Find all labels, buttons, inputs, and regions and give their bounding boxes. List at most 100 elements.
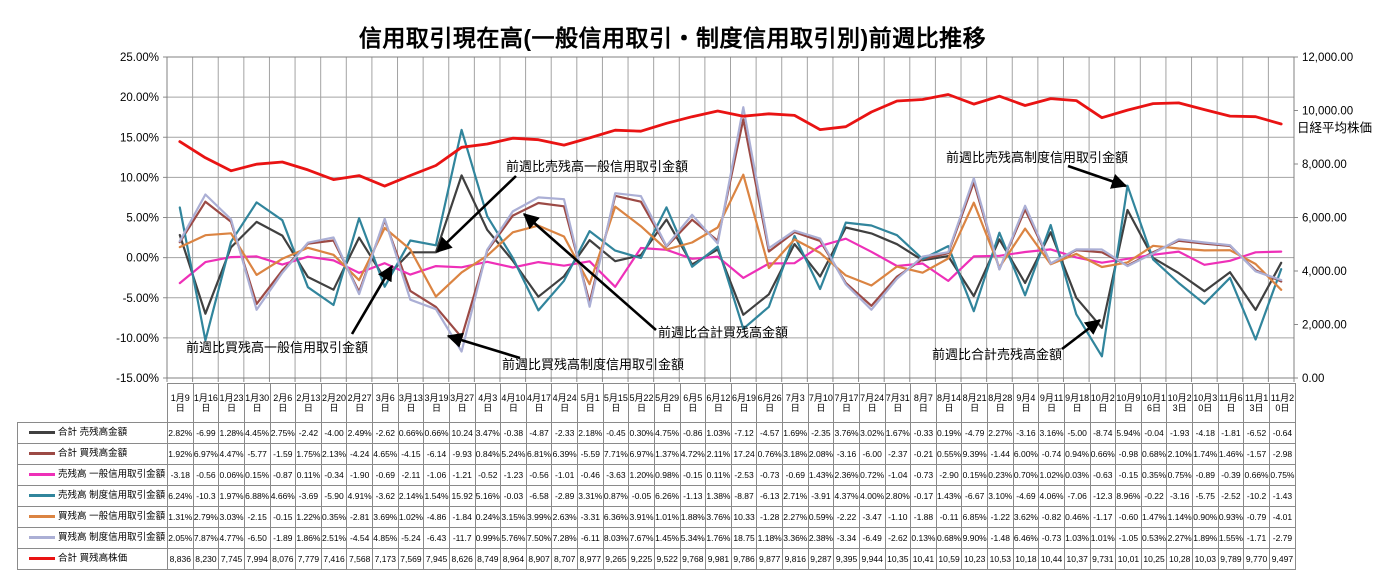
value-cell: 2.05% <box>167 527 194 549</box>
date-header-cell: 5月1日 <box>577 383 604 423</box>
value-cell: 4.75% <box>653 422 681 444</box>
value-cell: -0.33 <box>910 422 937 444</box>
value-cell: -1.13 <box>679 485 707 507</box>
value-cell: 0.70% <box>1012 464 1040 486</box>
value-cell: 7.28% <box>551 527 578 549</box>
value-cell: -2.35 <box>807 422 835 444</box>
value-cell: 10,28 <box>1166 548 1193 570</box>
series-label-text: 合計 売残高金額 <box>58 427 128 438</box>
value-cell: -1.88 <box>910 506 937 528</box>
value-cell: 2.27% <box>987 422 1014 444</box>
value-cell: -6.11 <box>577 527 604 549</box>
value-cell: 1.86% <box>295 527 322 549</box>
value-cell: 0.99% <box>474 527 502 549</box>
value-cell: -1.04 <box>884 464 912 486</box>
value-cell: -5.24 <box>397 527 425 549</box>
series-line-3 <box>178 128 1283 358</box>
value-cell: 0.19% <box>935 422 963 444</box>
value-cell: 7,745 <box>218 548 245 570</box>
value-cell: -2.42 <box>295 422 322 444</box>
annotation-arrow-5 <box>1067 164 1128 189</box>
value-cell: 10.24 <box>448 422 476 444</box>
value-cell: 1.45% <box>653 527 681 549</box>
chart-plot-area: 25.00% 20.00% 15.00% 10.00% 5.00% 0.00% -5.00%… <box>116 52 1353 385</box>
value-cell: 2.11% <box>705 443 732 465</box>
date-header-cell: 9月18日 <box>1063 383 1091 423</box>
value-cell: 2.27% <box>782 506 809 528</box>
value-cell: -4.00 <box>320 422 348 444</box>
value-cell: -2.15 <box>243 506 271 528</box>
value-cell: -0.46 <box>577 464 604 486</box>
left-axis-tick-label: -10.00% <box>116 333 159 345</box>
value-cell: 1.20% <box>628 464 655 486</box>
value-cell: 9,944 <box>858 548 886 570</box>
value-cell: 8,076 <box>269 548 297 570</box>
value-cell: -0.73 <box>1038 527 1065 549</box>
value-cell: -0.73 <box>910 464 937 486</box>
value-cell: 6.39% <box>551 443 578 465</box>
value-cell: 7.87% <box>192 527 220 549</box>
value-cell: -0.15 <box>679 464 707 486</box>
value-cell: -4.79 <box>961 422 988 444</box>
value-cell: -3.69 <box>295 485 322 507</box>
value-cell: 5.24% <box>500 443 527 465</box>
value-cell: 8.96% <box>1115 485 1142 507</box>
value-cell: -1.06 <box>423 464 450 486</box>
value-cell: 2.79% <box>192 506 220 528</box>
value-cell: 3.76% <box>705 506 732 528</box>
value-cell: -0.79 <box>1243 506 1270 528</box>
value-cell: -4.86 <box>423 506 450 528</box>
value-cell: 1.38% <box>705 485 732 507</box>
value-cell: -1.93 <box>1166 422 1193 444</box>
value-cell: -1.89 <box>269 527 297 549</box>
table-row-5: 買残高 制度信用取引金額 2.05% 7.87% 4.77% -6.50 -1.89 1.8… <box>17 527 1297 549</box>
value-cell: -4.24 <box>346 443 373 465</box>
value-cell: -6.99 <box>192 422 220 444</box>
value-cell: 9,768 <box>679 548 707 570</box>
value-cell: -0.04 <box>1140 422 1168 444</box>
value-cell: 2.08% <box>807 443 835 465</box>
value-cell: 18.75 <box>730 527 758 549</box>
date-header-cell: 6月12日 <box>705 383 732 423</box>
date-header-cell: 8月28日 <box>987 383 1014 423</box>
value-cell: -2.33 <box>551 422 578 444</box>
value-cell: 0.53% <box>1140 527 1168 549</box>
series-label-cell: 合計 売残高金額 <box>17 422 168 444</box>
value-cell: -0.89 <box>1192 464 1219 486</box>
value-cell: 10.33 <box>730 506 758 528</box>
value-cell: 0.72% <box>858 464 886 486</box>
value-cell: 4.47% <box>218 443 245 465</box>
left-axis-tick-label: -5.00% <box>123 293 159 305</box>
value-cell: 1.92% <box>167 443 194 465</box>
value-cell: 6.85% <box>961 506 988 528</box>
value-cell: -2.52 <box>1217 485 1245 507</box>
value-cell: -8.87 <box>730 485 758 507</box>
value-cell: -3.62 <box>372 485 399 507</box>
value-cell: 1.88% <box>679 506 707 528</box>
value-cell: 9,816 <box>782 548 809 570</box>
value-cell: -1.23 <box>500 464 527 486</box>
value-cell: 3.10% <box>987 485 1014 507</box>
value-cell: 0.46% <box>1063 506 1091 528</box>
value-cell: 17.24 <box>730 443 758 465</box>
value-cell: 4.06% <box>1038 485 1065 507</box>
date-header-cell: 8月7日 <box>910 383 937 423</box>
date-header-cell: 6月5日 <box>679 383 707 423</box>
table-row-6: 合計 買残高株価 8,836 8,230 7,745 7,994 8,076 7,779 7,… <box>17 548 1297 570</box>
value-cell: -0.64 <box>1268 422 1297 444</box>
value-cell: -3.31 <box>577 506 604 528</box>
value-cell: 2.51% <box>320 527 348 549</box>
value-cell: -3.18 <box>167 464 194 486</box>
date-header-cell: 1月23日 <box>218 383 245 423</box>
value-cell: 6.00% <box>1012 443 1040 465</box>
series-label-cell: 売残高 制度信用取引金額 <box>17 485 168 507</box>
date-header-cell: 1月16日 <box>192 383 220 423</box>
date-header-cell: 7月31日 <box>884 383 912 423</box>
value-cell: 9,789 <box>1217 548 1245 570</box>
value-cell: -0.34 <box>320 464 348 486</box>
date-header-cell: 4月3日 <box>474 383 502 423</box>
value-cell: -0.56 <box>192 464 220 486</box>
value-cell: -4.69 <box>1012 485 1040 507</box>
value-cell: 5.76% <box>500 527 527 549</box>
value-cell: -0.45 <box>602 422 630 444</box>
